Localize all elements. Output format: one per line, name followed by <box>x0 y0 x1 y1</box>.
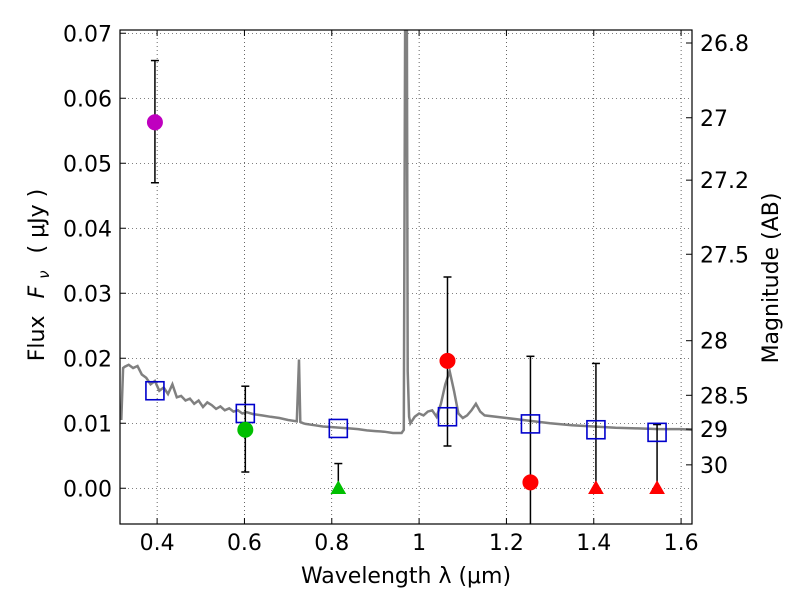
y-tick-label: 0.01 <box>63 412 112 437</box>
photometry-point <box>439 352 456 369</box>
y-axis-label-symbol: F <box>25 285 50 298</box>
plot-series <box>120 30 692 524</box>
ticks: 0.4 0.6 0.8 1 1.2 1.4 1.6 0.00 0.01 0.02 0.03 0.04 0… <box>63 22 749 556</box>
y-tick-label: 0.05 <box>63 152 112 177</box>
y-axis-label: Flux F ν ( μJy ) <box>25 189 55 361</box>
y-axis-label-units: ( μJy ) <box>25 189 50 254</box>
x-axis-label: Wavelength λ (μm) <box>301 564 511 589</box>
x-tick-label: 0.4 <box>140 531 175 556</box>
y2-tick-label: 29 <box>700 418 728 443</box>
y-tick-label: 0.03 <box>63 282 112 307</box>
model-band-square <box>145 380 165 401</box>
y2-tick-label: 26.8 <box>700 32 749 57</box>
y2-tick-label: 28.5 <box>700 384 749 409</box>
x-tick-label: 0.6 <box>227 531 262 556</box>
upper-limit-triangle <box>588 480 604 494</box>
y2-axis-label: Magnitude (AB) <box>759 193 784 364</box>
x-tick-label: 1.6 <box>664 531 699 556</box>
x-tick-label: 1.2 <box>489 531 524 556</box>
y2-tick-label: 30 <box>700 454 728 479</box>
upper-limit-triangle <box>330 480 347 494</box>
y-axis-label-prefix: Flux <box>25 315 50 361</box>
y-tick-label: 0.06 <box>63 87 112 112</box>
plot-frame <box>119 29 693 525</box>
photometry-point <box>146 114 163 131</box>
upper-limit-triangle <box>649 480 665 494</box>
model-band-square <box>520 414 541 434</box>
photometry-point <box>522 474 539 491</box>
y2-tick-label: 28 <box>700 330 728 355</box>
y2-tick-label: 27 <box>700 107 728 132</box>
y-axis-label-subscript: ν <box>35 270 53 278</box>
x-tick-label: 1 <box>412 531 426 556</box>
model-band-square <box>647 422 667 443</box>
y-tick-label: 0.04 <box>63 217 112 242</box>
x-tick-label: 0.8 <box>314 531 349 556</box>
y-tick-label: 0.07 <box>63 22 112 47</box>
model-band-square <box>586 419 606 440</box>
y-tick-label: 0.02 <box>63 347 112 372</box>
photometry-point <box>237 421 254 438</box>
spectrum-line <box>120 30 692 435</box>
y-tick-label: 0.00 <box>63 477 112 502</box>
model-band-square <box>437 406 458 427</box>
model-band-square <box>328 418 349 439</box>
x-tick-label: 1.4 <box>576 531 611 556</box>
y2-tick-label: 27.5 <box>700 243 749 268</box>
y2-tick-label: 27.2 <box>700 169 749 194</box>
